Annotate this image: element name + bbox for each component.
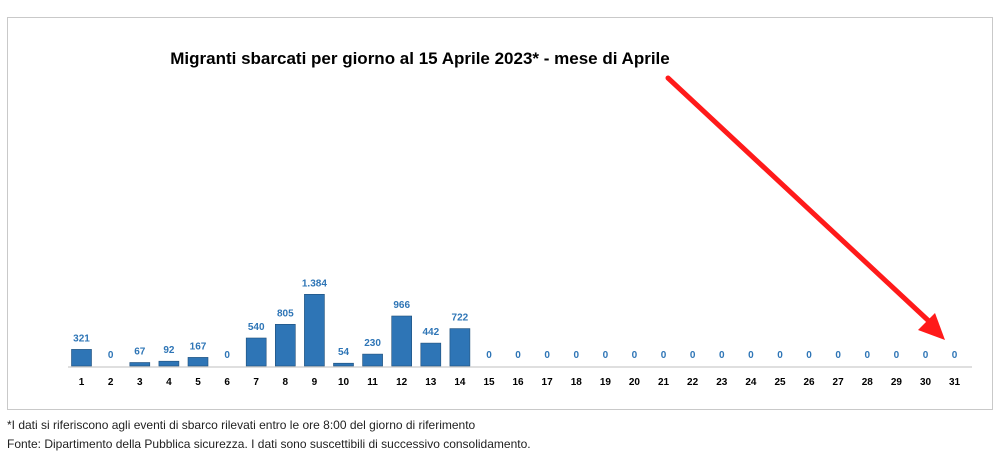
x-tick-label-13: 13 [425,377,437,388]
data-label-day-18: 0 [574,350,580,361]
x-tick-label-26: 26 [803,377,815,388]
x-tick-label-23: 23 [716,377,728,388]
data-label-day-13: 442 [422,327,439,338]
x-tick-label-15: 15 [483,377,495,388]
data-label-day-16: 0 [515,350,521,361]
data-label-day-8: 805 [277,308,294,319]
bar-day-13 [420,342,442,367]
x-tick-label-6: 6 [224,377,230,388]
x-tick-label-4: 4 [166,377,172,388]
data-label-day-11: 230 [364,338,381,349]
data-label-day-1: 321 [73,333,90,344]
chart-title: Migranti sbarcati per giorno al 15 April… [170,49,669,68]
bars-layer [71,293,471,367]
bar-day-5 [187,357,209,367]
data-label-day-25: 0 [777,350,783,361]
data-label-day-23: 0 [719,350,725,361]
data-label-day-5: 167 [190,341,207,352]
bar-day-1 [71,349,92,367]
x-tick-label-8: 8 [283,377,289,388]
data-label-day-19: 0 [603,350,609,361]
x-tick-label-1: 1 [79,377,85,388]
data-label-day-17: 0 [544,350,550,361]
data-label-day-27: 0 [835,350,841,361]
chart-frame [7,17,993,410]
data-label-day-12: 966 [393,300,410,311]
footnote-source: Fonte: Dipartimento della Pubblica sicur… [7,437,531,451]
x-tick-label-12: 12 [396,377,408,388]
x-tick-label-17: 17 [542,377,554,388]
bar-day-12 [391,315,413,367]
data-label-day-15: 0 [486,350,492,361]
x-tick-label-24: 24 [745,377,757,388]
data-label-day-22: 0 [690,350,696,361]
data-label-day-30: 0 [923,350,929,361]
bar-day-11 [362,353,383,367]
footnote-note: *I dati si riferiscono agli eventi di sb… [7,418,476,432]
data-label-day-24: 0 [748,350,754,361]
data-labels-layer: 321 0 67 92 167 0 540 805 1.384 54 230 966 442 722 0 0 0… [73,278,958,361]
data-label-day-20: 0 [632,350,638,361]
bar-day-9 [304,293,325,367]
data-label-day-4: 92 [163,345,175,356]
bar-day-7 [245,337,267,367]
data-label-day-28: 0 [865,350,871,361]
x-tick-label-30: 30 [920,377,932,388]
x-tick-label-29: 29 [891,377,903,388]
data-label-day-21: 0 [661,350,667,361]
x-tick-label-20: 20 [629,377,641,388]
x-tick-label-27: 27 [833,377,845,388]
bar-day-14 [449,328,471,367]
data-label-day-14: 722 [452,313,469,324]
data-label-day-10: 54 [338,347,350,358]
annotation-arrow [665,75,945,340]
data-label-day-26: 0 [806,350,812,361]
x-tick-label-22: 22 [687,377,699,388]
data-label-day-9: 1.384 [302,278,327,289]
x-tick-label-25: 25 [774,377,786,388]
x-tick-labels-layer: 1 2 3 4 5 6 7 8 9 10 11 12 13 14 15 16 17 18 19 20 21 22 23 24 2… [79,377,961,388]
x-tick-label-2: 2 [108,377,114,388]
x-tick-label-3: 3 [137,377,143,388]
data-label-day-6: 0 [224,350,230,361]
x-tick-label-21: 21 [658,377,670,388]
x-tick-label-7: 7 [253,377,259,388]
annotation-arrow-head [918,313,945,340]
x-tick-label-28: 28 [862,377,874,388]
x-tick-label-11: 11 [367,377,378,388]
x-tick-label-18: 18 [571,377,583,388]
data-label-day-29: 0 [894,350,900,361]
x-tick-label-9: 9 [312,377,318,388]
data-label-day-2: 0 [108,350,114,361]
x-tick-label-31: 31 [949,377,961,388]
x-tick-label-16: 16 [512,377,524,388]
x-tick-label-10: 10 [338,377,350,388]
annotation-arrow-shaft [665,75,935,327]
x-tick-label-14: 14 [454,377,466,388]
data-label-day-31: 0 [952,350,958,361]
data-label-day-3: 67 [134,347,146,358]
data-label-day-7: 540 [248,322,265,333]
bar-day-3 [129,362,151,367]
x-tick-label-5: 5 [195,377,201,388]
bar-day-4 [158,360,180,367]
bar-day-8 [274,323,296,367]
x-tick-label-19: 19 [600,377,612,388]
bar-day-10 [333,362,354,367]
